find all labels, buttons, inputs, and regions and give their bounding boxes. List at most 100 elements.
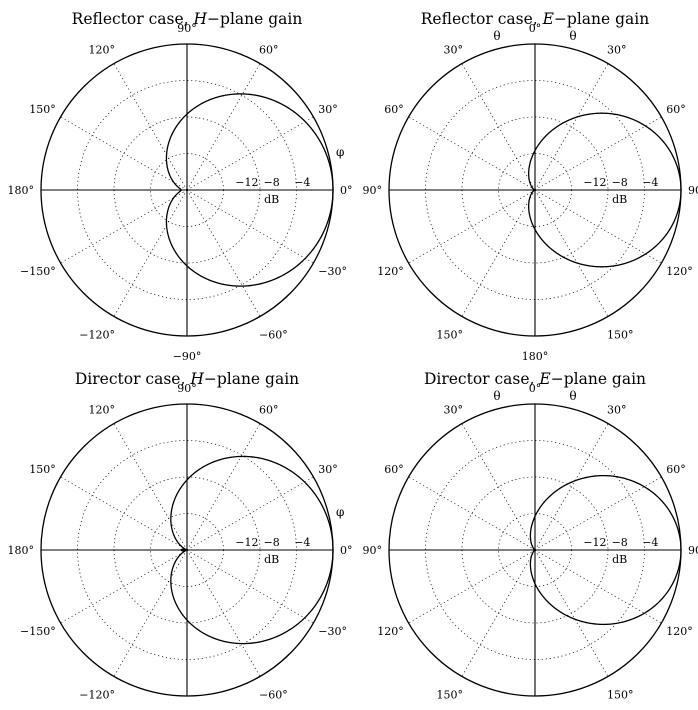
director-e-plane-polar-plot: Director case, E−plane gain0°30°60°90°12… <box>363 370 698 701</box>
angle-label-60: 30° <box>607 44 627 57</box>
angle-label-120: 30° <box>444 44 464 57</box>
plot-title-part: −plane gain <box>204 370 299 388</box>
grid-spoke-210 <box>408 549 536 624</box>
radial-unit-label: dB <box>264 193 279 206</box>
grid-spoke-120 <box>113 63 188 191</box>
grid-spoke-330 <box>186 549 314 624</box>
angle-label-neg60: −60° <box>259 688 288 701</box>
angle-label-90: 90° <box>177 382 197 395</box>
angle-label-neg90: 180° <box>522 350 549 363</box>
angle-label-150: 150° <box>29 103 56 116</box>
radial-tick-label: −8 <box>264 176 280 189</box>
grid-spoke-210 <box>60 549 188 624</box>
angle-label-120: 120° <box>89 404 116 417</box>
angle-label-neg120: −120° <box>79 328 115 341</box>
angle-label-30: 30° <box>318 463 338 476</box>
grid-spoke-60 <box>186 63 261 191</box>
angle-label-90: 0° <box>529 22 542 35</box>
angle-label-neg150: 120° <box>377 625 404 638</box>
angle-label-neg30: 120° <box>666 265 693 278</box>
radial-tick-label: −8 <box>612 536 628 549</box>
radial-tick-label: −4 <box>294 536 310 549</box>
radial-unit-label: dB <box>264 553 279 566</box>
grid-spoke-210 <box>408 189 536 264</box>
angle-label-30: 60° <box>666 103 686 116</box>
grid-spoke-210 <box>60 189 188 264</box>
angle-label-neg150: −150° <box>20 625 56 638</box>
angle-label-180: 90° <box>363 544 383 557</box>
angle-label-90: 90° <box>177 22 197 35</box>
grid-spoke-330 <box>534 549 662 624</box>
angle-label-60: 30° <box>607 404 627 417</box>
plot-title: Reflector case, E−plane gain <box>421 10 649 28</box>
angle-label-neg30: −30° <box>318 265 347 278</box>
angle-label-0: 90° <box>688 544 698 557</box>
radial-tick-label: −4 <box>294 176 310 189</box>
plot-title-part: Director case, <box>424 370 539 388</box>
grid-spoke-120 <box>461 63 536 191</box>
angle-label-neg150: −150° <box>20 265 56 278</box>
angle-label-neg30: −30° <box>318 625 347 638</box>
angle-label-60: 60° <box>259 44 279 57</box>
plot-title-part: E <box>538 370 551 388</box>
radial-tick-label: −12 <box>583 536 606 549</box>
angle-label-neg60: 150° <box>607 688 634 701</box>
angle-variable-label: θ <box>569 389 576 403</box>
radial-tick-label: −12 <box>235 536 258 549</box>
angle-label-30: 60° <box>666 463 686 476</box>
angle-label-180: 180° <box>8 184 35 197</box>
angle-label-neg150: 120° <box>377 265 404 278</box>
grid-spoke-240 <box>113 549 188 677</box>
angle-label-neg60: −60° <box>259 328 288 341</box>
grid-spoke-60 <box>534 423 609 551</box>
angle-label-30: 30° <box>318 103 338 116</box>
angle-label-150: 150° <box>29 463 56 476</box>
angle-label-90: 0° <box>529 382 542 395</box>
reflector-h-plane-polar-plot: Reflector case, H−plane gain90°60°30°0°−… <box>8 10 353 363</box>
grid-spoke-30 <box>534 476 662 551</box>
angle-label-neg120: −120° <box>79 688 115 701</box>
angle-label-0: 0° <box>340 544 353 557</box>
grid-spoke-300 <box>186 549 261 677</box>
grid-spoke-300 <box>534 549 609 677</box>
grid-spoke-330 <box>186 189 314 264</box>
gain-pattern-curve <box>528 112 682 268</box>
angle-label-120: 30° <box>444 404 464 417</box>
angle-variable-label: θ <box>493 389 500 403</box>
angle-label-60: 60° <box>259 404 279 417</box>
plot-title-part: −plane gain <box>554 10 649 28</box>
gain-pattern-curve <box>165 93 334 287</box>
angle-label-neg30: 120° <box>666 625 693 638</box>
radial-tick-label: −12 <box>583 176 606 189</box>
grid-spoke-300 <box>186 189 261 317</box>
radial-tick-label: −8 <box>264 536 280 549</box>
angle-variable-label: θ <box>493 29 500 43</box>
angle-label-0: 90° <box>688 184 698 197</box>
angle-variable-label: φ <box>336 145 344 159</box>
grid-spoke-150 <box>408 116 536 191</box>
grid-spoke-150 <box>60 116 188 191</box>
angle-variable-label: θ <box>569 29 576 43</box>
angle-label-180: 90° <box>363 184 383 197</box>
radial-unit-label: dB <box>612 193 627 206</box>
plot-title: Director case, H−plane gain <box>75 370 299 388</box>
radial-tick-label: −8 <box>612 176 628 189</box>
grid-spoke-150 <box>60 476 188 551</box>
angle-label-150: 60° <box>384 103 404 116</box>
grid-spoke-240 <box>461 189 536 317</box>
angle-variable-label: φ <box>336 505 344 519</box>
angle-label-neg120: 150° <box>437 328 464 341</box>
angle-label-120: 120° <box>89 44 116 57</box>
plot-title-part: −plane gain <box>551 370 646 388</box>
grid-spoke-60 <box>186 423 261 551</box>
grid-spoke-240 <box>461 549 536 677</box>
grid-spoke-30 <box>186 476 314 551</box>
grid-spoke-300 <box>534 189 609 317</box>
gain-pattern-curve <box>170 455 334 645</box>
radial-tick-label: −12 <box>235 176 258 189</box>
plot-title: Director case, E−plane gain <box>424 370 646 388</box>
grid-spoke-30 <box>186 116 314 191</box>
angle-label-180: 180° <box>8 544 35 557</box>
